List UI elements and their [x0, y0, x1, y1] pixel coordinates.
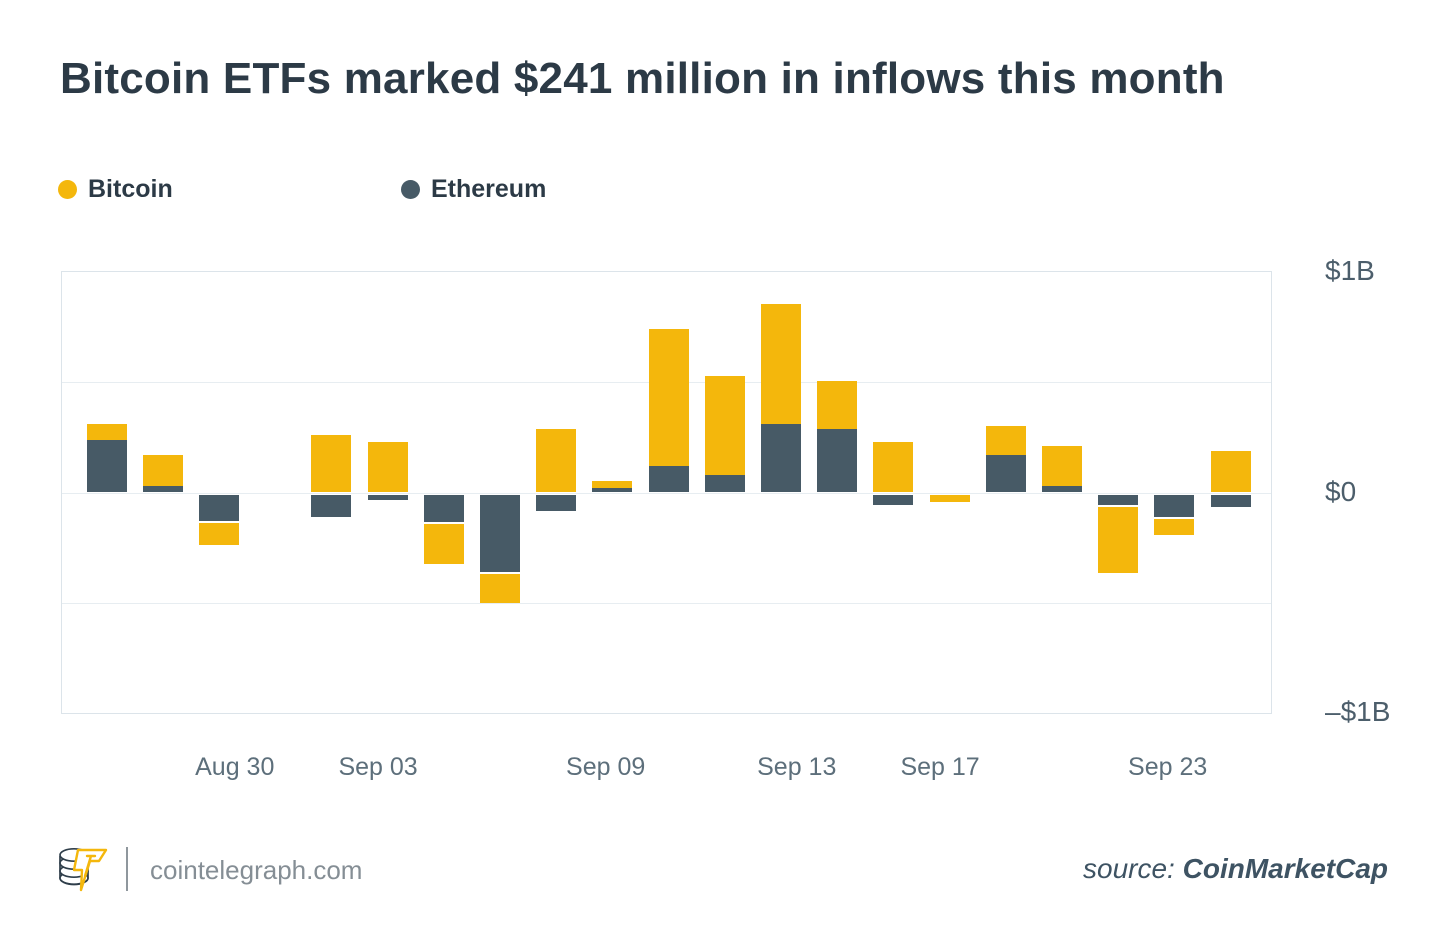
legend-item-bitcoin: Bitcoin	[58, 175, 173, 204]
source-credit: source: CoinMarketCap	[1083, 853, 1388, 885]
y-axis-label: –$1B	[1325, 696, 1391, 727]
bar-ethereum-segment	[1041, 485, 1082, 493]
x-axis-label: Sep 03	[338, 753, 418, 781]
bar-bitcoin-segment	[198, 523, 239, 546]
bar-bitcoin-segment	[367, 441, 408, 493]
bar-bitcoin-segment	[873, 441, 914, 493]
bar-ethereum-segment	[367, 494, 408, 501]
x-axis-label: Sep 09	[566, 753, 646, 781]
gridline	[62, 602, 1271, 604]
bar-bitcoin-segment	[536, 428, 577, 493]
bar-ethereum-segment	[536, 494, 577, 512]
y-axis-label: $0	[1325, 475, 1357, 507]
x-axis-label: Aug 30	[195, 753, 275, 781]
chart-title: Bitcoin ETFs marked $241 million in infl…	[60, 54, 1225, 103]
bar-ethereum-segment	[817, 428, 858, 493]
bar-ethereum-segment	[1210, 494, 1251, 507]
bar-ethereum-segment	[592, 488, 633, 493]
bar-bitcoin-segment	[985, 426, 1026, 455]
bar-ethereum-segment	[1098, 494, 1139, 505]
bar-bitcoin-segment	[423, 524, 464, 565]
y-axis-label: $1B	[1325, 255, 1375, 286]
x-axis-label: Sep 17	[900, 753, 980, 781]
bar-ethereum-segment	[704, 474, 745, 493]
bar-ethereum-segment	[1154, 494, 1195, 517]
zero-line	[62, 492, 1271, 494]
bar-bitcoin-segment	[142, 455, 183, 486]
bar-bitcoin-segment	[479, 573, 520, 603]
bar-bitcoin-segment	[760, 303, 801, 425]
bar-bitcoin-segment	[86, 424, 127, 440]
bar-bitcoin-segment	[311, 435, 352, 493]
ethereum-swatch-icon	[401, 180, 420, 199]
source-name: CoinMarketCap	[1182, 853, 1388, 884]
bar-ethereum-segment	[985, 455, 1026, 493]
bar-bitcoin-segment	[704, 375, 745, 475]
bar-ethereum-segment	[86, 439, 127, 493]
bar-bitcoin-segment	[1154, 518, 1195, 536]
bar-ethereum-segment	[479, 494, 520, 572]
bar-ethereum-segment	[142, 485, 183, 493]
footer-divider	[126, 847, 128, 891]
bar-ethereum-segment	[760, 424, 801, 493]
bar-bitcoin-segment	[929, 494, 970, 503]
bar-bitcoin-segment	[592, 481, 633, 489]
bitcoin-swatch-icon	[58, 180, 77, 199]
plot-area	[61, 271, 1272, 714]
site-url: cointelegraph.com	[150, 855, 363, 885]
bar-ethereum-segment	[423, 494, 464, 523]
legend-label-bitcoin: Bitcoin	[88, 175, 173, 203]
cointelegraph-logo-icon	[59, 847, 108, 892]
bar-bitcoin-segment	[817, 381, 858, 429]
bar-bitcoin-segment	[1210, 450, 1251, 493]
bar-bitcoin-segment	[1041, 446, 1082, 486]
x-axis-label: Sep 23	[1128, 753, 1208, 781]
bar-ethereum-segment	[873, 494, 914, 505]
bar-bitcoin-segment	[648, 329, 689, 467]
legend-label-ethereum: Ethereum	[431, 175, 547, 203]
bar-ethereum-segment	[198, 494, 239, 522]
x-axis-label: Sep 13	[757, 753, 837, 781]
bar-ethereum-segment	[648, 466, 689, 493]
bar-bitcoin-segment	[1098, 506, 1139, 573]
bar-ethereum-segment	[311, 494, 352, 517]
legend-item-ethereum: Ethereum	[401, 175, 546, 204]
source-prefix: source:	[1083, 853, 1183, 884]
